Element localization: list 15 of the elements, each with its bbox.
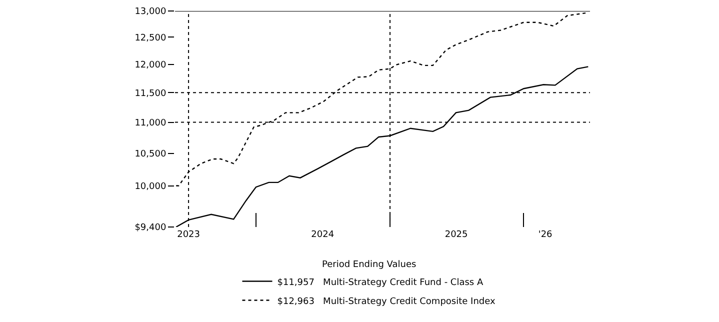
legend-label: $12,963 Multi-Strategy Credit Composite Index (277, 296, 496, 307)
x-tick-label: '26 (538, 230, 553, 240)
y-tick-label: 12,000 (134, 60, 166, 70)
y-tick-label: 11,500 (134, 88, 166, 99)
x-tick-label: 2024 (311, 230, 334, 240)
y-tick-label: 10,500 (134, 149, 166, 160)
x-tick-label: 2023 (177, 230, 200, 240)
y-tick-label: 12,500 (134, 33, 166, 44)
y-tick-label: 13,000 (134, 7, 166, 18)
y-tick-label: 10,000 (134, 182, 166, 192)
legend-label: $11,957 Multi-Strategy Credit Fund - Class A (277, 278, 484, 288)
legend-title: Period Ending Values (322, 260, 417, 270)
y-tick-label: 11,000 (134, 118, 166, 128)
y-tick-label: $9,400 (134, 223, 166, 234)
x-tick-label: 2025 (444, 230, 468, 240)
